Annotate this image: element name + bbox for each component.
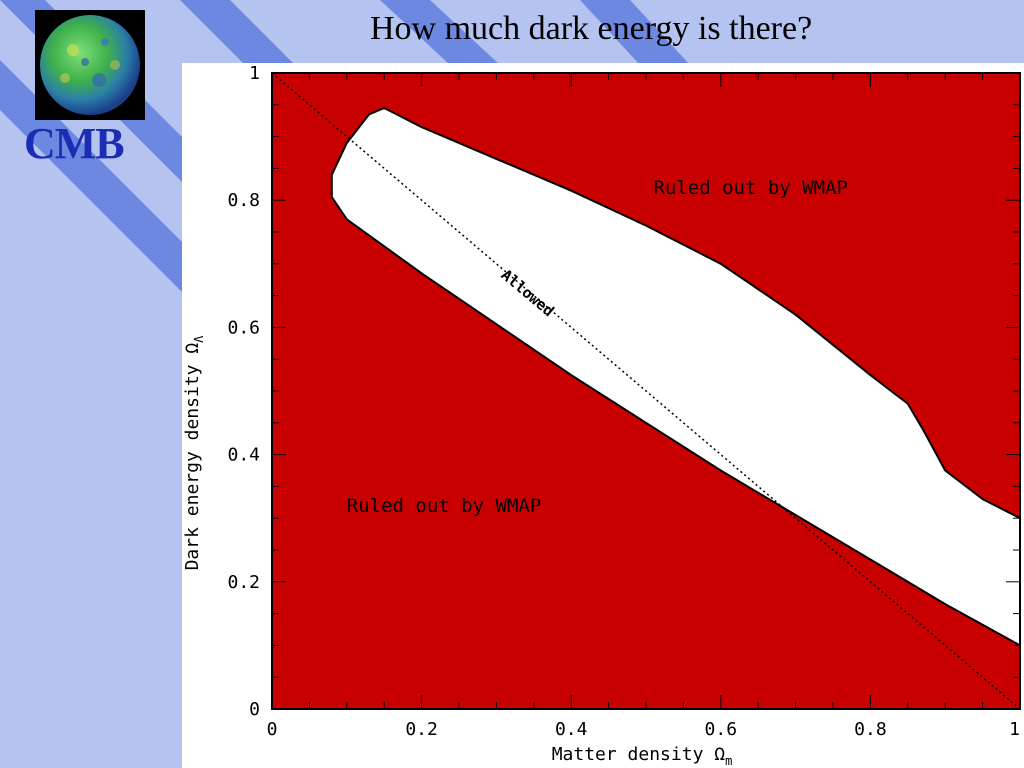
stripe-3 (180, 0, 300, 70)
annotation-ruled-out-lower: Ruled out by WMAP (347, 495, 541, 517)
plot-frame (271, 72, 1021, 710)
x-tick-label: 0.6 (705, 719, 738, 740)
x-axis-label: Matter density Ωm (552, 744, 733, 768)
logo-box (35, 10, 145, 120)
y-tick-label: 0.8 (227, 190, 260, 211)
stripe-5 (580, 0, 690, 65)
y-tick-label: 0 (249, 699, 260, 720)
y-axis-label-sub: Λ (192, 335, 206, 343)
x-tick-label: 0.4 (555, 719, 588, 740)
x-tick-label: 0 (267, 719, 278, 740)
flat-universe-line (271, 72, 1021, 710)
stripe-4 (380, 0, 500, 65)
y-tick-label: 0.6 (227, 317, 260, 338)
logo-label: CMB (24, 119, 125, 168)
cmb-sky-globe-icon (40, 15, 140, 115)
slide-title: How much dark energy is there? (370, 10, 813, 47)
stripe-2 (0, 60, 200, 310)
dark-energy-chart: 0 0.2 0.4 0.6 0.8 1 0 0.2 0.4 0.6 0.8 1 Ruled out by… (182, 63, 1021, 768)
y-tick-label: 0.4 (227, 445, 260, 466)
plot-panel: 0 0.2 0.4 0.6 0.8 1 0 0.2 0.4 0.6 0.8 1 Ruled out by… (182, 63, 1024, 768)
x-tick-label: 0.8 (854, 719, 887, 740)
y-axis-label-main: Dark energy density Ω (182, 343, 203, 571)
y-axis-label: Dark energy density ΩΛ (182, 335, 206, 571)
x-tick-label: 1 (1009, 719, 1020, 740)
x-tick-label: 0.2 (405, 719, 438, 740)
allowed-region (330, 107, 1021, 647)
annotation-ruled-out-upper: Ruled out by WMAP (653, 177, 847, 199)
x-axis-label-sub: m (725, 754, 732, 768)
x-axis-label-main: Matter density Ω (552, 744, 726, 765)
y-tick-label: 0.2 (227, 572, 260, 593)
y-tick-label: 1 (249, 63, 260, 84)
